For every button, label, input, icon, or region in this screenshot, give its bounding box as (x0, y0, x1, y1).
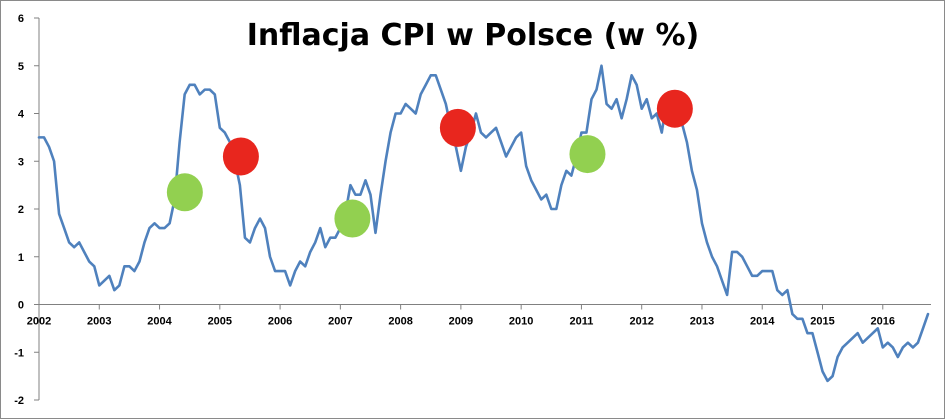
x-tick-label: 2007 (328, 316, 352, 328)
green-marker (569, 135, 606, 174)
red-marker (439, 108, 476, 147)
x-tick-label: 2013 (690, 316, 714, 328)
y-tick-label: -1 (14, 347, 24, 359)
x-tick-label: 2003 (87, 316, 111, 328)
green-marker (334, 199, 371, 238)
red-marker (656, 89, 693, 128)
y-axis: 6 5 4 3 2 1 0 -1 -2 (14, 13, 40, 407)
x-tick-label: 2012 (629, 316, 653, 328)
x-tick-label: 2016 (871, 316, 895, 328)
chart-title: Inflacja CPI w Polsce (w %) (247, 18, 699, 53)
x-tick-label: 2008 (388, 316, 412, 328)
x-tick-label: 2004 (147, 316, 172, 328)
x-tick-label: 2005 (208, 316, 232, 328)
y-tick-label: 3 (18, 156, 24, 168)
y-tick-label: 5 (18, 61, 24, 73)
x-tick-label: 2011 (569, 316, 593, 328)
series-line (37, 64, 930, 383)
red-marker (222, 137, 259, 176)
green-marker (166, 173, 203, 212)
y-tick-label: 0 (18, 300, 24, 312)
y-tick-label: -2 (14, 395, 24, 407)
x-tick-label: 2009 (449, 316, 473, 328)
y-tick-label: 2 (18, 204, 24, 216)
y-tick-label: 6 (18, 13, 24, 25)
x-axis: 2002 2003 2004 2005 2006 2007 2008 2009 2010 2011… (27, 304, 931, 328)
x-tick-label: 2002 (27, 316, 51, 328)
x-tick-label: 2006 (268, 316, 292, 328)
x-tick-label: 2015 (810, 316, 834, 328)
y-tick-label: 4 (18, 109, 25, 121)
x-tick-label: 2014 (750, 316, 775, 328)
series-layer (37, 64, 930, 383)
x-tick-label: 2010 (509, 316, 533, 328)
marker-layer (166, 89, 693, 238)
y-tick-label: 1 (18, 252, 24, 264)
